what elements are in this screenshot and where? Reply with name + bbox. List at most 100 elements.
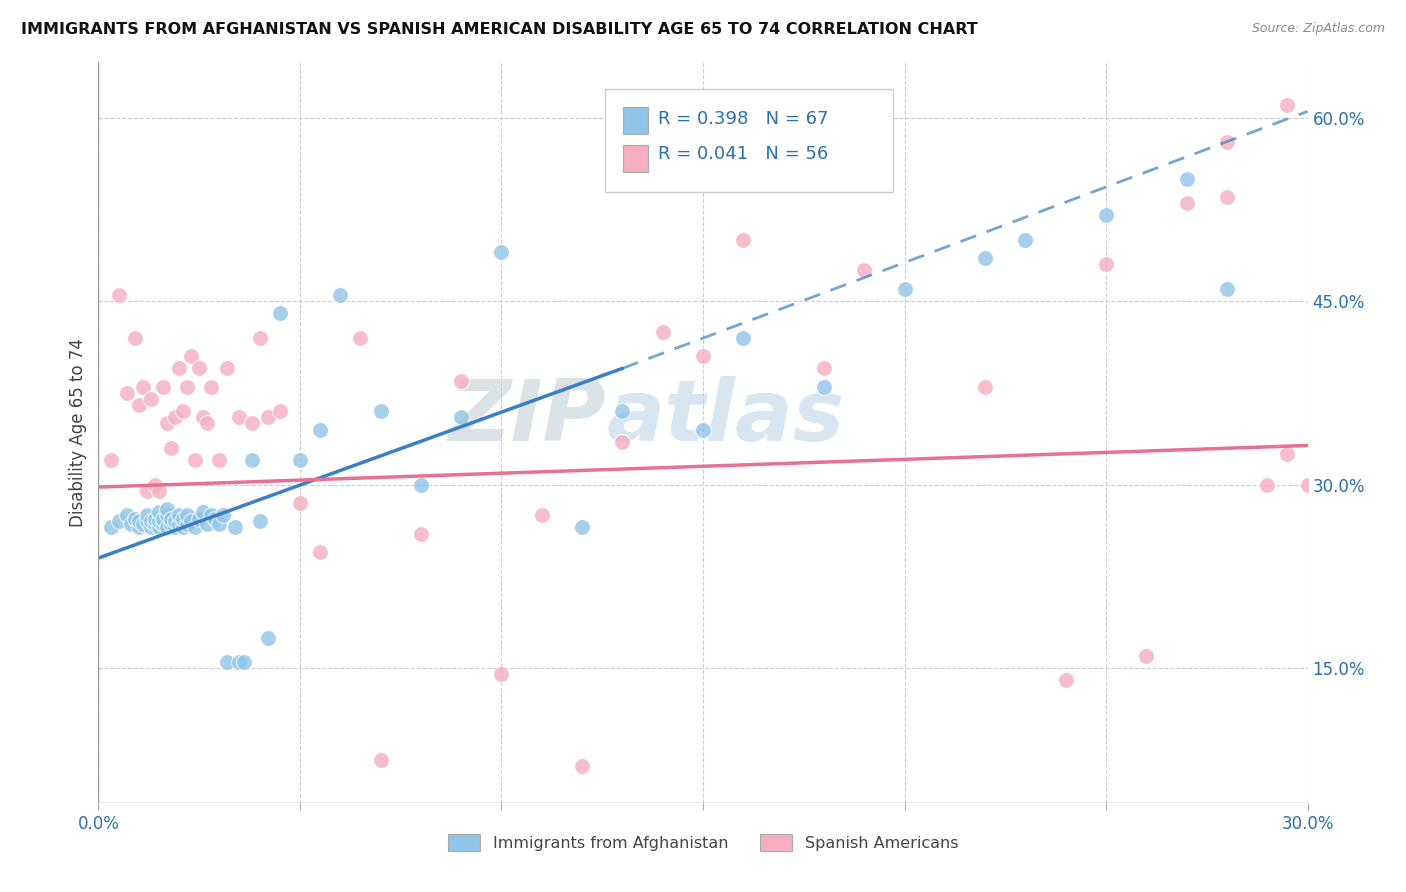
Point [1054, 673, 1077, 688]
Point [156, 508, 179, 523]
Point [160, 512, 183, 526]
Point [193, 504, 215, 518]
Point [370, 753, 392, 767]
Point [188, 361, 211, 376]
Point [200, 508, 222, 523]
Point [733, 233, 755, 247]
Point [1277, 447, 1299, 461]
Text: IMMIGRANTS FROM AFGHANISTAN VS SPANISH AMERICAN DISABILITY AGE 65 TO 74 CORRELAT: IMMIGRANTS FROM AFGHANISTAN VS SPANISH A… [21, 22, 977, 37]
Point [450, 374, 472, 388]
Point [195, 417, 218, 431]
Point [813, 380, 835, 394]
Point [132, 516, 155, 531]
Text: R = 0.041   N = 56: R = 0.041 N = 56 [658, 145, 828, 163]
Point [217, 655, 239, 669]
Point [148, 483, 170, 498]
Point [139, 514, 162, 528]
Point [115, 385, 138, 400]
Text: ZIP: ZIP [449, 376, 606, 459]
Point [208, 516, 231, 531]
Point [180, 349, 202, 363]
Point [180, 514, 202, 528]
Point [156, 502, 179, 516]
Point [172, 512, 194, 526]
Point [1175, 171, 1198, 186]
Point [450, 410, 472, 425]
Point [160, 516, 183, 531]
Point [163, 410, 186, 425]
Point [124, 512, 146, 526]
Text: Source: ZipAtlas.com: Source: ZipAtlas.com [1251, 22, 1385, 36]
Point [232, 655, 254, 669]
Point [249, 514, 271, 528]
Point [176, 508, 198, 523]
Point [1216, 282, 1239, 296]
Point [409, 526, 432, 541]
Point [120, 516, 142, 531]
Point [217, 361, 239, 376]
Point [132, 380, 155, 394]
Point [409, 477, 432, 491]
Point [1135, 648, 1157, 663]
Point [204, 512, 226, 526]
Point [135, 508, 157, 523]
Point [148, 520, 170, 534]
Legend: Immigrants from Afghanistan, Spanish Americans: Immigrants from Afghanistan, Spanish Ame… [441, 828, 965, 858]
Point [184, 453, 207, 467]
Point [156, 417, 179, 431]
Point [163, 520, 186, 534]
Point [148, 514, 170, 528]
Point [228, 655, 250, 669]
Point [692, 423, 714, 437]
Point [1296, 477, 1319, 491]
Point [1175, 196, 1198, 211]
Point [1216, 190, 1239, 204]
Point [813, 361, 835, 376]
Point [853, 263, 876, 277]
Point [1216, 135, 1239, 149]
Point [208, 453, 231, 467]
Point [212, 508, 235, 523]
Point [1014, 233, 1036, 247]
Point [148, 504, 170, 518]
Point [167, 516, 190, 531]
Point [188, 512, 211, 526]
Point [115, 508, 138, 523]
Point [167, 508, 190, 523]
Point [100, 453, 122, 467]
Point [128, 398, 150, 412]
Point [193, 410, 215, 425]
Point [176, 516, 198, 531]
Point [172, 520, 194, 534]
Point [530, 508, 553, 523]
Point [256, 410, 278, 425]
Point [143, 477, 166, 491]
Point [240, 453, 263, 467]
Point [107, 514, 129, 528]
Point [152, 380, 174, 394]
Point [1095, 208, 1118, 222]
Text: atlas: atlas [606, 376, 845, 459]
Point [491, 667, 513, 681]
Y-axis label: Disability Age 65 to 74: Disability Age 65 to 74 [69, 338, 87, 527]
Point [249, 331, 271, 345]
Point [240, 417, 263, 431]
Text: R = 0.398   N = 67: R = 0.398 N = 67 [658, 110, 828, 128]
Point [269, 306, 291, 320]
Point [135, 483, 157, 498]
Point [256, 631, 278, 645]
Point [139, 392, 162, 406]
Point [160, 441, 183, 455]
Point [269, 404, 291, 418]
Point [135, 514, 157, 528]
Point [571, 759, 593, 773]
Point [156, 520, 179, 534]
Point [974, 252, 997, 266]
Point [974, 380, 997, 394]
Point [491, 245, 513, 260]
Point [612, 434, 634, 449]
Point [128, 514, 150, 528]
Point [612, 404, 634, 418]
Point [124, 331, 146, 345]
Point [128, 520, 150, 534]
